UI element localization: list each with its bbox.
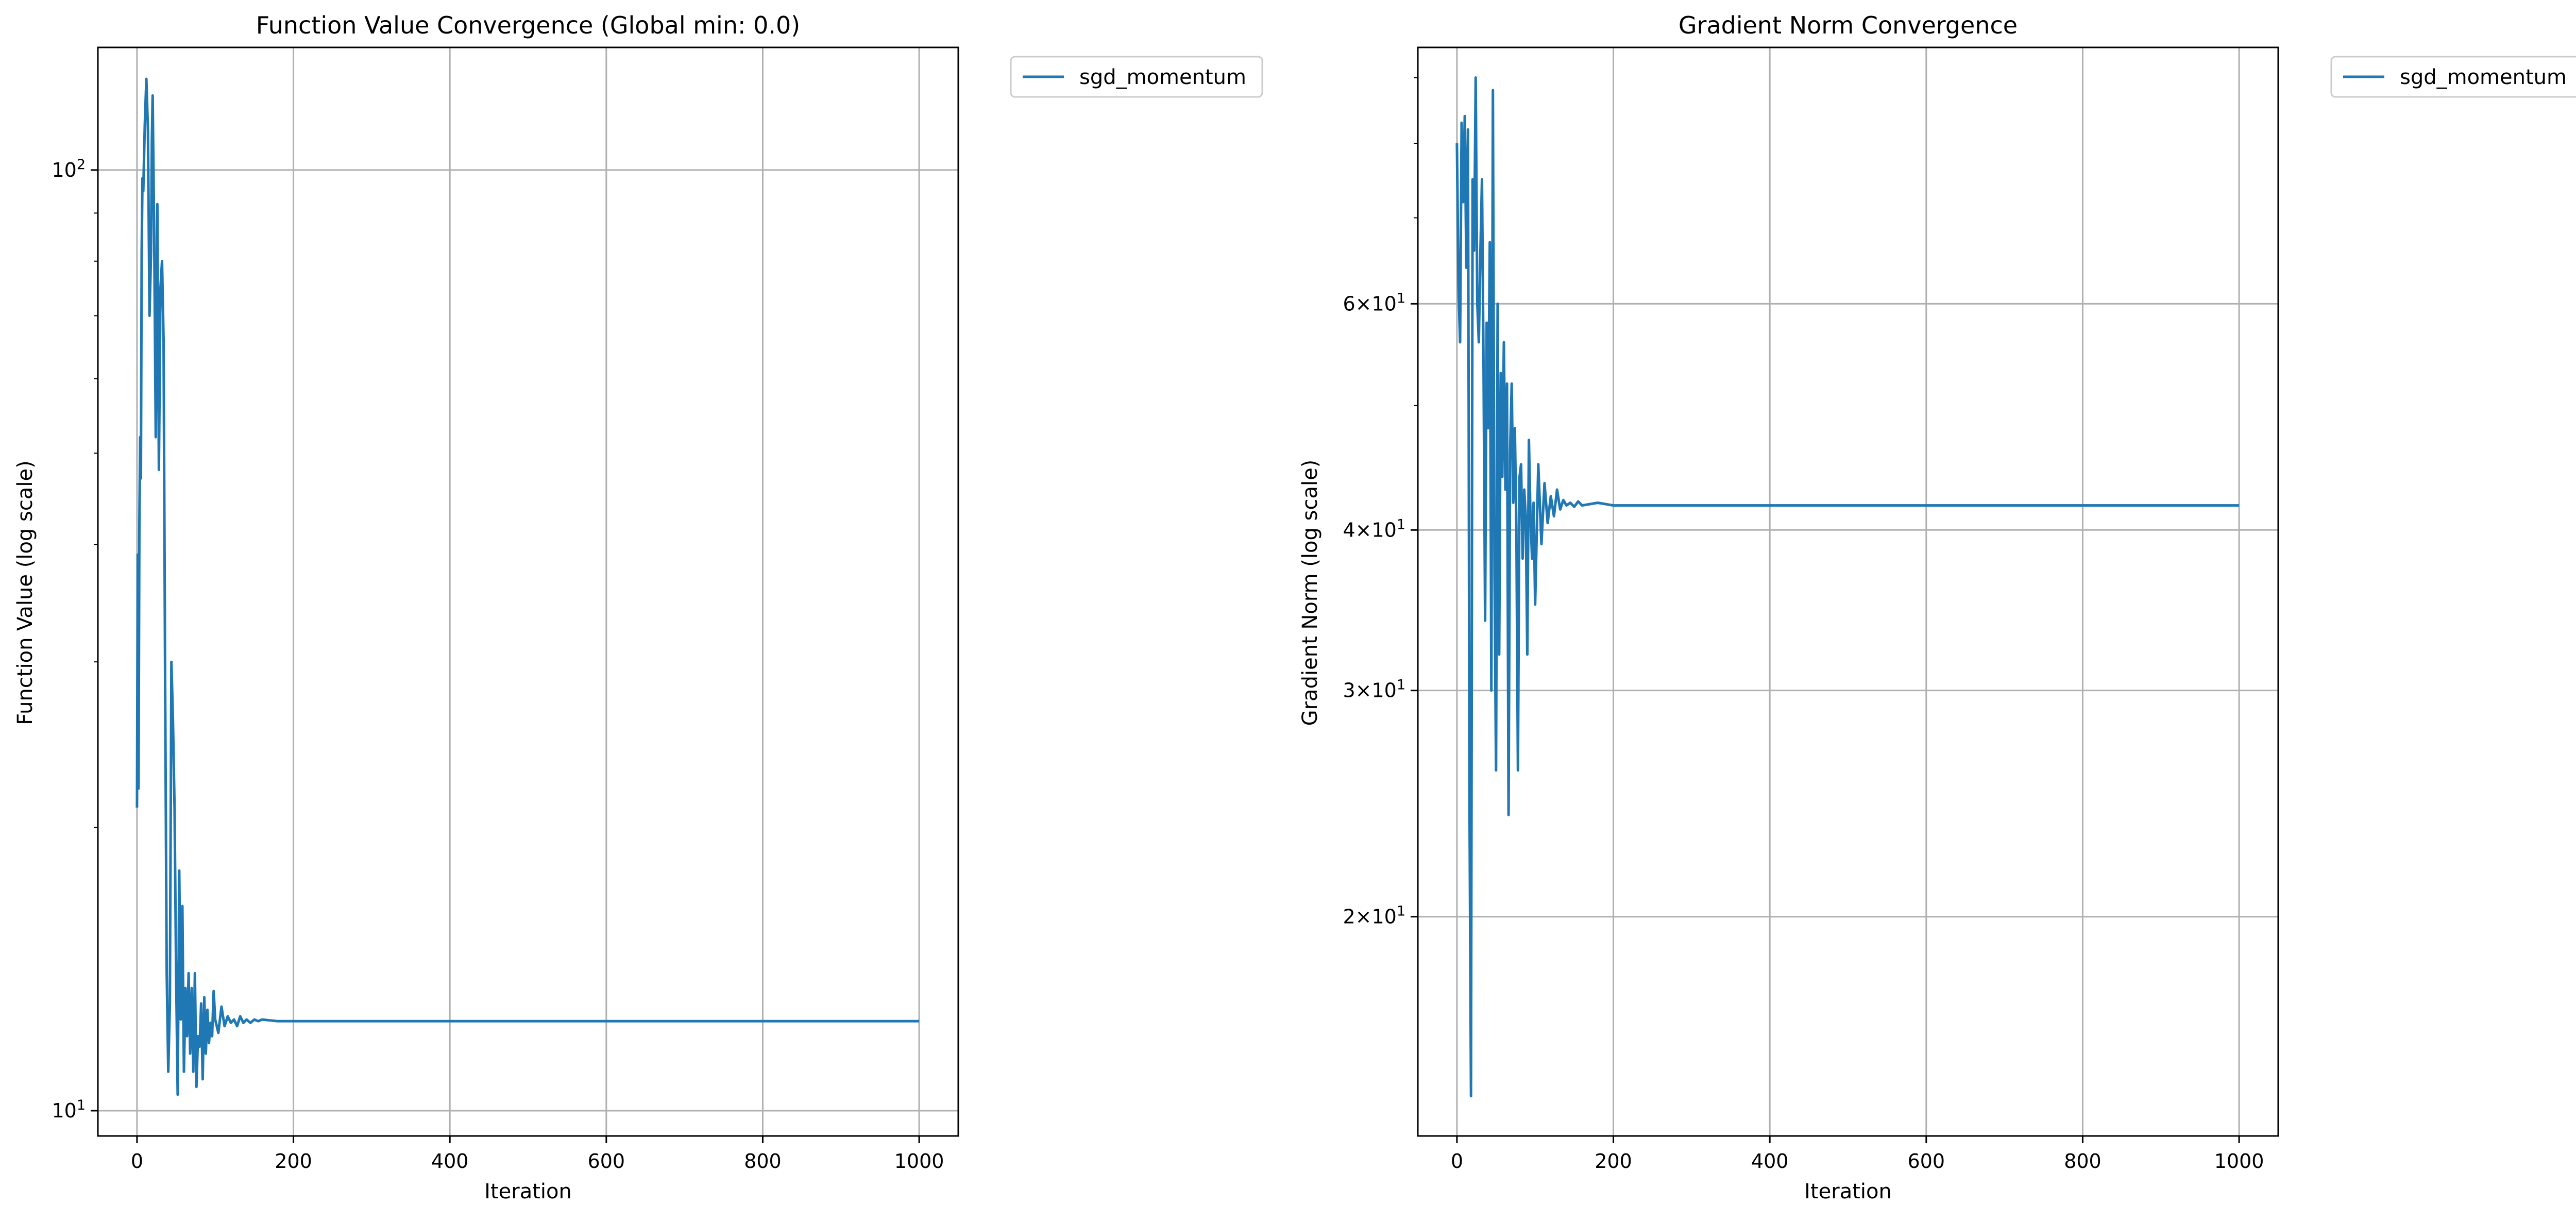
x-tick-label: 1000 [2214,1150,2264,1173]
x-tick-label: 800 [744,1150,782,1173]
x-tick-label: 200 [275,1150,312,1173]
x-tick-label: 600 [588,1150,625,1173]
x-tick-label: 600 [1908,1150,1945,1173]
x-tick-label: 1000 [894,1150,944,1173]
legend: sgd_momentum [1010,56,1263,98]
x-tick-label: 0 [131,1150,143,1173]
plot-area [135,77,920,1096]
grid [1418,47,2278,1136]
y-tick-label: 101 [52,1097,86,1122]
legend-box [1010,56,1263,98]
x-axis-label: Iteration [484,1180,572,1203]
plot-area [1455,76,2240,1098]
function-value-chart: Function Value Convergence (Global min: … [13,11,1263,1203]
axes-frame [1417,46,2279,1137]
y-axis-ticks: 2×101 3×101 4×101 6×101 [1343,77,1418,928]
axes-frame [97,46,959,1137]
grid [98,47,958,1136]
x-axis-label: Iteration [1804,1180,1892,1203]
gradient-norm-chart: Gradient Norm Convergence Iteration Grad… [1298,11,2576,1203]
y-axis-label: Function Value (log scale) [13,460,37,725]
series-line-sgd-momentum [1455,76,2240,1098]
x-tick-label: 0 [1451,1150,1463,1173]
x-tick-label: 400 [431,1150,469,1173]
legend-label-sgd-momentum: sgd_momentum [1079,65,1246,89]
y-tick-label: 4×101 [1343,516,1405,542]
y-tick-label: 3×101 [1343,677,1405,702]
y-tick-label: 6×101 [1343,290,1405,315]
series-line-sgd-momentum [135,77,920,1096]
x-tick-label: 200 [1595,1150,1632,1173]
chart-title: Gradient Norm Convergence [1679,11,2018,39]
chart-title: Function Value Convergence (Global min: … [256,11,800,39]
y-tick-label: 2×101 [1343,903,1405,928]
legend: sgd_momentum [2330,56,2576,98]
legend-label-sgd-momentum: sgd_momentum [2400,65,2567,89]
x-tick-label: 400 [1751,1150,1789,1173]
legend-box [2330,56,2576,98]
x-axis-ticks: 0 200 400 600 800 1000 [1451,1136,2264,1173]
y-axis-ticks: 101 102 [52,156,98,1122]
x-axis-ticks: 0 200 400 600 800 1000 [131,1136,944,1173]
x-tick-label: 800 [2064,1150,2102,1173]
y-axis-label: Gradient Norm (log scale) [1298,460,1322,726]
y-tick-label: 102 [52,156,86,181]
